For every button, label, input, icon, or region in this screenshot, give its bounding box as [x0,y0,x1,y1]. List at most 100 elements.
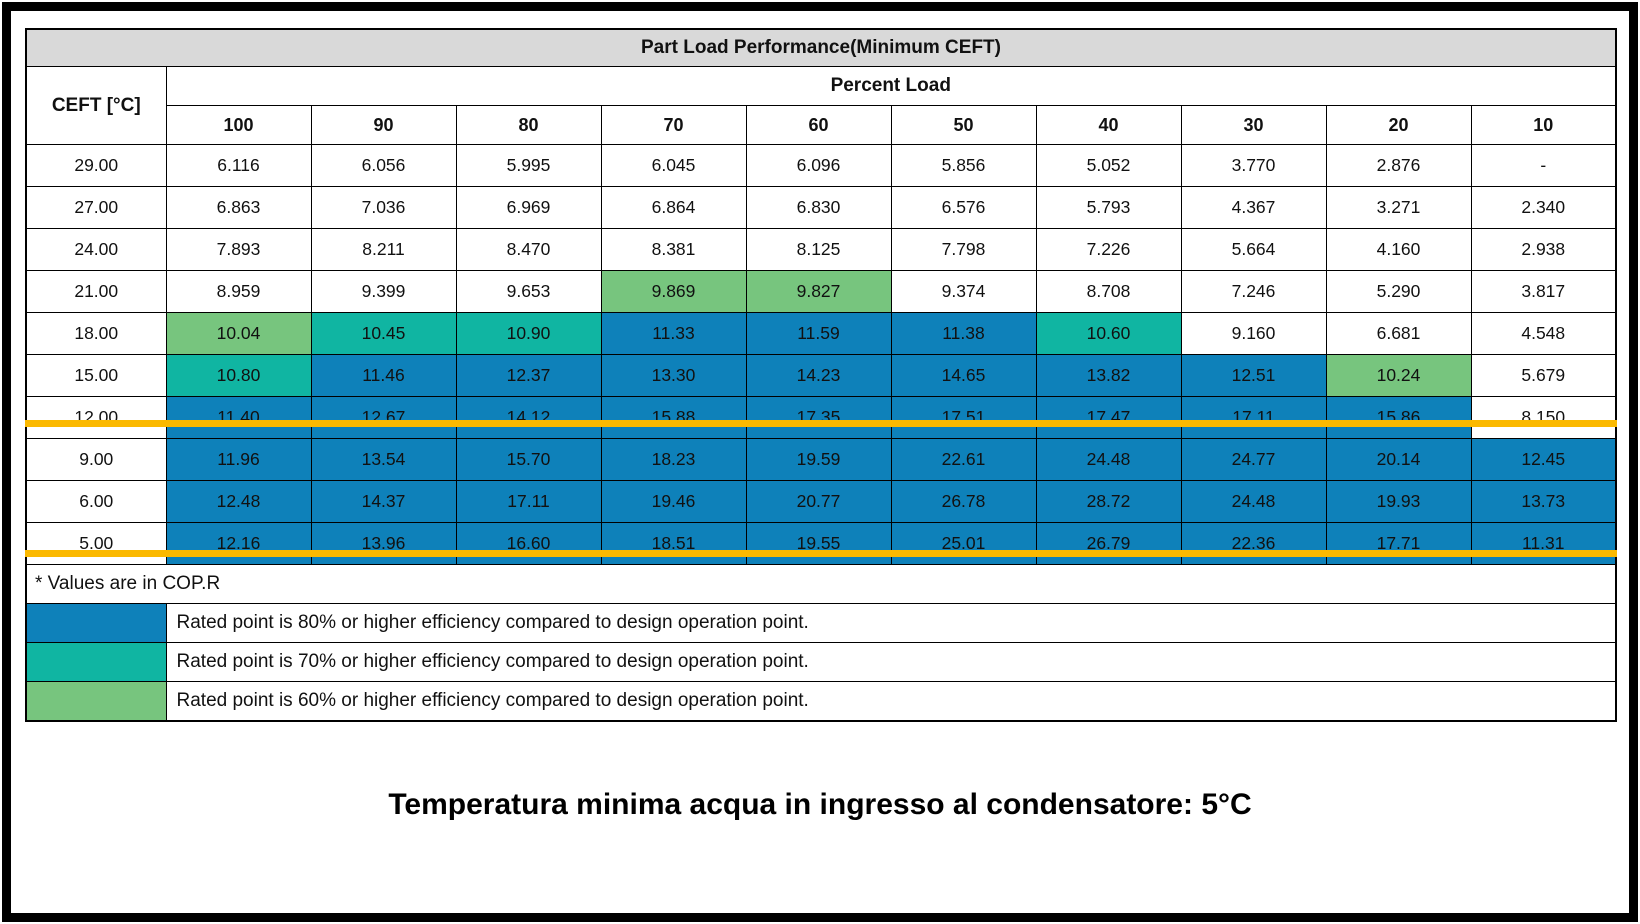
value-cell: 19.46 [600,480,747,523]
value-cell: 8.150 [1470,396,1617,439]
col-header: 20 [1325,105,1472,145]
value-cell: 4.367 [1180,186,1327,229]
value-cell: 6.864 [600,186,747,229]
value-cell: 5.679 [1470,354,1617,397]
ceft-cell: 18.00 [25,312,167,355]
table-row: 12.00 11.40 12.67 14.12 15.88 17.35 17.51 17.47… [25,396,1617,439]
table-row: 24.00 7.893 8.211 8.470 8.381 8.125 7.798 7.226… [25,228,1617,271]
value-cell: - [1470,144,1617,187]
col-header: 80 [455,105,602,145]
footnote-row: * Values are in COP.R [25,564,1617,604]
value-cell: 13.54 [310,438,457,481]
value-cell: 12.67 [310,396,457,439]
ceft-cell: 12.00 [25,396,167,439]
value-cell: 17.11 [455,480,602,523]
value-cell: 10.90 [455,312,602,355]
ceft-header: CEFT [°C] [25,66,167,145]
value-cell: 7.036 [310,186,457,229]
table-row: 5.00 12.16 13.96 16.60 18.51 19.55 25.01 26.79 2… [25,522,1617,565]
value-cell: 11.59 [745,312,892,355]
legend-row: Rated point is 70% or higher efficiency … [25,642,1617,682]
value-cell: 19.93 [1325,480,1472,523]
legend-rows: Rated point is 80% or higher efficiency … [25,603,1617,722]
value-cell: 8.211 [310,228,457,271]
value-cell: 28.72 [1035,480,1182,523]
value-cell: 13.73 [1470,480,1617,523]
value-cell: 2.876 [1325,144,1472,187]
value-cell: 13.82 [1035,354,1182,397]
table-row: 27.00 6.863 7.036 6.969 6.864 6.830 6.576 5.793… [25,186,1617,229]
value-cell: 17.47 [1035,396,1182,439]
table-row: 29.00 6.116 6.056 5.995 6.045 6.096 5.856 5.052… [25,144,1617,187]
legend-row: Rated point is 80% or higher efficiency … [25,603,1617,643]
value-cell: 7.798 [890,228,1037,271]
value-cell: 9.827 [745,270,892,313]
legend-label: Rated point is 60% or higher efficiency … [165,681,1617,722]
legend-swatch [25,642,167,682]
value-cell: 10.60 [1035,312,1182,355]
legend-row: Rated point is 60% or higher efficiency … [25,681,1617,722]
value-cell: 12.48 [165,480,312,523]
value-cell: 14.23 [745,354,892,397]
ceft-cell: 6.00 [25,480,167,523]
value-cell: 6.056 [310,144,457,187]
col-header-row: 100 90 80 70 60 50 40 30 20 10 [26,105,1617,145]
col-header: 40 [1035,105,1182,145]
value-cell: 17.35 [745,396,892,439]
value-cell: 17.51 [890,396,1037,439]
value-cell: 10.80 [165,354,312,397]
value-cell: 15.70 [455,438,602,481]
value-cell: 14.12 [455,396,602,439]
value-cell: 14.65 [890,354,1037,397]
value-cell: 5.052 [1035,144,1182,187]
value-cell: 26.79 [1035,522,1182,565]
value-cell: 20.14 [1325,438,1472,481]
col-header: 100 [165,105,312,145]
value-cell: 22.61 [890,438,1037,481]
title-row: Part Load Performance(Minimum CEFT) [25,28,1617,67]
value-cell: 19.55 [745,522,892,565]
col-header: 30 [1180,105,1327,145]
value-cell: 20.77 [745,480,892,523]
value-cell: 18.23 [600,438,747,481]
value-cell: 6.576 [890,186,1037,229]
table-row: 15.00 10.80 11.46 12.37 13.30 14.23 14.65 13.82… [25,354,1617,397]
ceft-cell: 24.00 [25,228,167,271]
value-cell: 7.226 [1035,228,1182,271]
value-cell: 12.16 [165,522,312,565]
value-cell: 8.381 [600,228,747,271]
value-cell: 25.01 [890,522,1037,565]
data-rows: 29.00 6.116 6.056 5.995 6.045 6.096 5.856 5.052… [25,144,1617,565]
value-cell: 6.969 [455,186,602,229]
value-cell: 24.77 [1180,438,1327,481]
part-load-table-wrap: Part Load Performance(Minimum CEFT) CEFT… [25,28,1617,728]
value-cell: 8.708 [1035,270,1182,313]
value-cell: 12.51 [1180,354,1327,397]
value-cell: 8.125 [745,228,892,271]
table-title: Part Load Performance(Minimum CEFT) [25,28,1617,67]
col-header: 10 [1470,105,1617,145]
value-cell: 5.856 [890,144,1037,187]
value-cell: 11.46 [310,354,457,397]
value-cell: 6.096 [745,144,892,187]
value-cell: 3.271 [1325,186,1472,229]
part-load-table: Part Load Performance(Minimum CEFT) CEFT… [25,28,1617,722]
value-cell: 6.681 [1325,312,1472,355]
value-cell: 5.664 [1180,228,1327,271]
table-row: 21.00 8.959 9.399 9.653 9.869 9.827 9.374 8.708… [25,270,1617,313]
ceft-cell: 5.00 [25,522,167,565]
value-cell: 6.116 [165,144,312,187]
value-cell: 4.548 [1470,312,1617,355]
ceft-cell: 15.00 [25,354,167,397]
ceft-cell: 29.00 [25,144,167,187]
value-cell: 6.863 [165,186,312,229]
value-cell: 13.96 [310,522,457,565]
caption-text: Temperatura minima acqua in ingresso al … [388,788,1252,821]
col-header: 60 [745,105,892,145]
value-cell: 8.959 [165,270,312,313]
value-cell: 17.71 [1325,522,1472,565]
value-cell: 14.37 [310,480,457,523]
value-cell: 22.36 [1180,522,1327,565]
value-cell: 15.88 [600,396,747,439]
value-cell: 5.290 [1325,270,1472,313]
